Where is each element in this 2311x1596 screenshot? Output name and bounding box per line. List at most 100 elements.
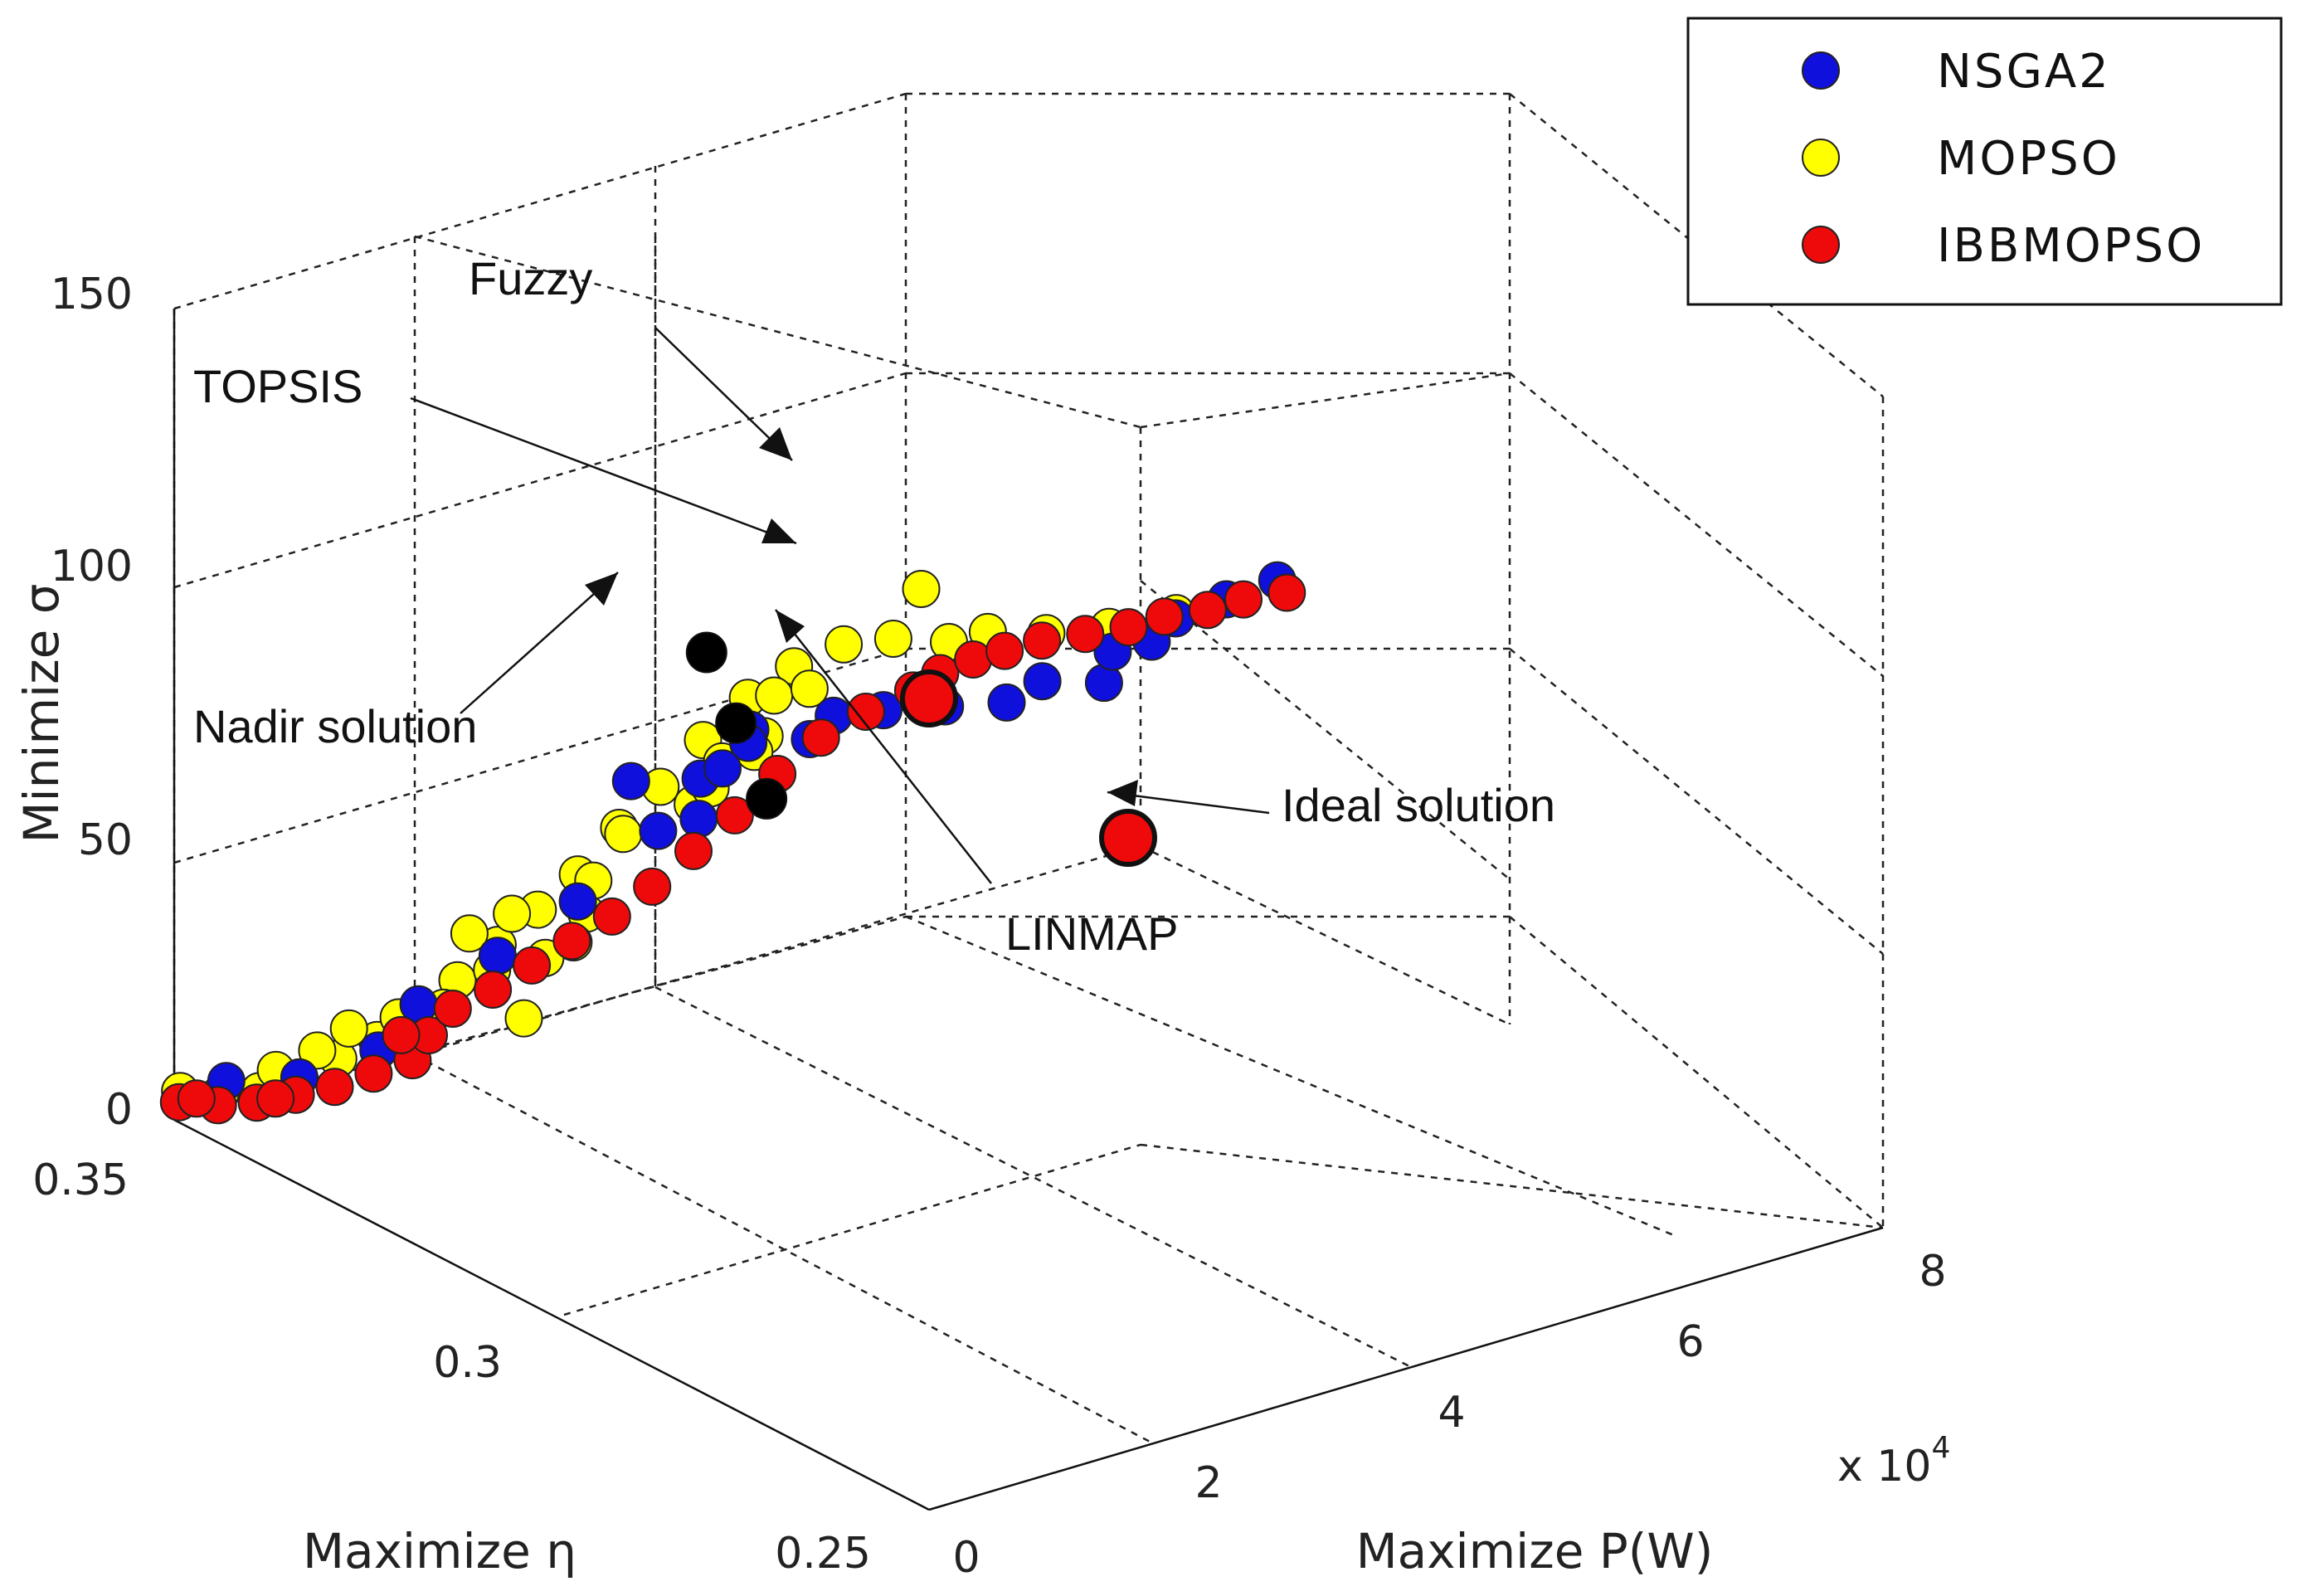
annotation-fuzzy: Fuzzy xyxy=(469,252,592,304)
annotation-nadir: Nadir solution xyxy=(193,700,477,752)
eta-axis-line xyxy=(173,1118,930,1511)
eta-tick-label: 0.35 xyxy=(32,1156,129,1205)
data-point-ibbmopso xyxy=(354,1054,393,1093)
p-axis-label: Maximize P(W) xyxy=(1356,1523,1714,1579)
grid-line xyxy=(1140,580,1511,880)
special-point-nadir-solution xyxy=(900,669,958,727)
topsis-arrowhead xyxy=(761,518,796,543)
grid-line xyxy=(1140,372,1511,429)
data-point-nsga2 xyxy=(703,749,742,788)
data-point-ibbmopso xyxy=(1145,597,1184,636)
grid-line xyxy=(905,915,1676,1238)
data-point-ibbmopso xyxy=(715,796,754,834)
axes xyxy=(173,309,1884,1511)
grid-line xyxy=(414,1053,1154,1445)
ideal-arrowhead xyxy=(1107,780,1138,806)
eta-tick-label: 0.3 xyxy=(433,1338,502,1388)
data-point-ibbmopso xyxy=(633,867,672,906)
grid-lines xyxy=(173,92,1885,1445)
p-tick-label: 2 xyxy=(1194,1458,1222,1508)
legend-label-ibbmopso: IBBMOPSO xyxy=(1937,219,2205,273)
sigma-tick-label: 0 xyxy=(105,1085,133,1135)
sigma-tick-label: 50 xyxy=(78,815,133,865)
sigma-axis-label: Minimize σ xyxy=(13,584,70,844)
data-point-ibbmopso xyxy=(1023,621,1062,660)
nadir-arrowhead xyxy=(585,572,618,606)
data-point-nsga2 xyxy=(611,762,650,800)
data-point-mopso xyxy=(902,570,941,608)
data-point-ibbmopso xyxy=(592,897,631,936)
data-point-mopso xyxy=(790,669,829,708)
data-point-nsga2 xyxy=(1023,662,1062,701)
eta-tick-label: 0.25 xyxy=(775,1529,871,1579)
data-point-ibbmopso xyxy=(433,990,472,1028)
grid-line xyxy=(1509,372,1884,677)
annotation-arrows xyxy=(410,327,1270,884)
grid-line xyxy=(1140,1143,1884,1229)
annotation-linmap: LINMAP xyxy=(1005,907,1179,960)
data-point-ibbmopso xyxy=(674,831,713,870)
data-point-ibbmopso xyxy=(382,1015,421,1054)
sigma-tick-label: 150 xyxy=(51,270,133,319)
annotation-ideal: Ideal solution xyxy=(1282,779,1555,831)
grid-line xyxy=(1509,916,1884,1229)
eta-axis-label: Maximize η xyxy=(303,1523,577,1579)
annotation-topsis: TOPSIS xyxy=(193,360,362,412)
p-tick-label: 4 xyxy=(1438,1388,1465,1438)
grid-line xyxy=(1140,844,1511,1026)
data-point-ibbmopso xyxy=(177,1079,216,1118)
grid-line xyxy=(563,1143,1141,1316)
grid-line xyxy=(1509,648,1884,955)
data-point-ibbmopso xyxy=(801,718,840,757)
special-points-layer xyxy=(685,631,1157,867)
p-tick-label: 8 xyxy=(1919,1247,1946,1297)
p-tick-label: 0 xyxy=(952,1533,980,1583)
data-point-mopso xyxy=(604,815,643,854)
nadir-arrow xyxy=(460,572,619,714)
p-multiplier-label: x 104 xyxy=(1837,1431,1950,1491)
data-point-mopso xyxy=(329,1009,368,1048)
data-point-nsga2 xyxy=(639,811,678,850)
special-point-fuzzy xyxy=(685,631,727,674)
special-point-linmap xyxy=(746,777,788,820)
sigma-tick-label: 100 xyxy=(51,542,133,591)
linmap-arrowhead xyxy=(776,610,805,643)
special-point-ideal-solution xyxy=(1099,809,1157,867)
eta-ticks: 0.35 0.3 0.25 xyxy=(32,1156,871,1579)
data-point-mopso xyxy=(450,914,489,953)
data-point-ibbmopso xyxy=(1267,573,1306,612)
grid-line xyxy=(414,235,1141,429)
legend-box xyxy=(1686,17,2283,306)
p-multiplier-base: x 10 xyxy=(1837,1442,1931,1491)
data-point-mopso xyxy=(755,676,794,715)
data-point-ibbmopso xyxy=(1224,580,1263,619)
legend-marker-mopso xyxy=(1802,139,1840,177)
annotations: Fuzzy TOPSIS Nadir solution Ideal soluti… xyxy=(193,252,1555,960)
data-point-ibbmopso xyxy=(1188,591,1227,630)
data-point-ibbmopso xyxy=(1066,615,1105,654)
p-tick-label: 6 xyxy=(1676,1317,1704,1367)
data-point-nsga2 xyxy=(478,937,517,976)
data-point-mopso xyxy=(493,894,532,933)
data-point-mopso xyxy=(825,625,864,664)
data-point-nsga2 xyxy=(679,800,718,839)
data-point-mopso xyxy=(504,999,543,1038)
p-ticks: 0 2 4 6 8 xyxy=(952,1247,1946,1583)
p-axis-line xyxy=(928,1226,1884,1511)
data-point-mopso xyxy=(298,1031,337,1070)
grid-line xyxy=(654,985,1415,1370)
p-multiplier-exponent: 4 xyxy=(1931,1431,1950,1465)
data-point-ibbmopso xyxy=(474,971,513,1009)
data-point-ibbmopso xyxy=(954,640,993,679)
sigma-ticks: 150 100 50 0 xyxy=(51,270,133,1135)
data-point-ibbmopso xyxy=(985,631,1024,670)
data-point-mopso xyxy=(873,620,912,658)
data-point-ibbmopso xyxy=(846,693,885,731)
data-point-ibbmopso xyxy=(552,922,591,961)
legend-marker-nsga2 xyxy=(1802,51,1840,90)
data-point-nsga2 xyxy=(987,683,1026,722)
data-point-ibbmopso xyxy=(513,946,552,985)
linmap-arrow xyxy=(775,609,992,884)
